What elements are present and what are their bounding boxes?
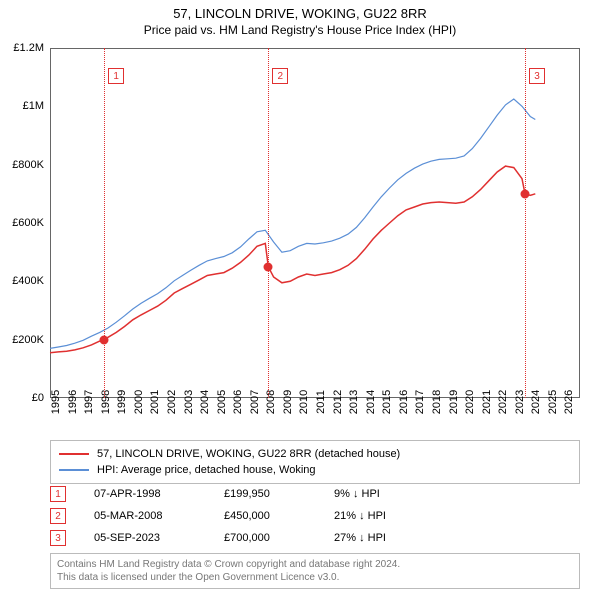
event-diff: 9% ↓ HPI [334,488,454,500]
attribution-line: This data is licensed under the Open Gov… [57,571,573,584]
event-marker-box: 3 [529,68,545,84]
event-dot [100,335,109,344]
legend-label: HPI: Average price, detached house, Woki… [97,464,316,476]
event-vline [104,48,105,398]
legend: 57, LINCOLN DRIVE, WOKING, GU22 8RR (det… [50,440,580,484]
event-dot [264,262,273,271]
event-diff: 27% ↓ HPI [334,532,454,544]
event-date: 05-MAR-2008 [94,510,224,522]
event-row: 2 05-MAR-2008£450,00021% ↓ HPI [50,505,580,527]
y-tick-label: £600K [12,217,44,229]
attribution-line: Contains HM Land Registry data © Crown c… [57,558,573,571]
event-row: 1 07-APR-1998£199,9509% ↓ HPI [50,483,580,505]
event-price: £700,000 [224,532,334,544]
legend-row-price-paid: 57, LINCOLN DRIVE, WOKING, GU22 8RR (det… [59,446,571,462]
y-tick-label: £800K [12,159,44,171]
event-date: 05-SEP-2023 [94,532,224,544]
events-table: 1 07-APR-1998£199,9509% ↓ HPI 2 05-MAR-2008… [50,483,580,549]
event-price: £199,950 [224,488,334,500]
event-marker: 1 [50,486,66,502]
event-marker-box: 1 [108,68,124,84]
chart-lines [50,48,580,398]
chart-title: 57, LINCOLN DRIVE, WOKING, GU22 8RR [0,6,600,21]
y-axis: £0£200K£400K£600K£800K£1M£1.2M [0,48,48,398]
chart-area: £0£200K£400K£600K£800K£1M£1.2M 199519961… [50,48,580,398]
event-marker: 2 [50,508,66,524]
legend-row-hpi: HPI: Average price, detached house, Woki… [59,462,571,478]
y-tick-label: £1.2M [13,42,44,54]
y-tick-label: £0 [32,392,44,404]
chart-subtitle: Price paid vs. HM Land Registry's House … [0,23,600,37]
legend-swatch [59,453,89,455]
y-tick-label: £400K [12,275,44,287]
attribution: Contains HM Land Registry data © Crown c… [50,553,580,589]
event-diff: 21% ↓ HPI [334,510,454,522]
event-date: 07-APR-1998 [94,488,224,500]
legend-label: 57, LINCOLN DRIVE, WOKING, GU22 8RR (det… [97,448,400,460]
legend-swatch [59,469,89,471]
x-axis: 1995199619971998199920002001200220032004… [50,398,580,438]
event-vline [525,48,526,398]
event-price: £450,000 [224,510,334,522]
event-marker-box: 2 [272,68,288,84]
event-row: 3 05-SEP-2023£700,00027% ↓ HPI [50,527,580,549]
series-line-price_paid [50,166,535,353]
event-dot [521,189,530,198]
series-line-hpi [50,99,535,348]
event-vline [268,48,269,398]
y-tick-label: £1M [23,100,44,112]
y-tick-label: £200K [12,334,44,346]
event-marker: 3 [50,530,66,546]
